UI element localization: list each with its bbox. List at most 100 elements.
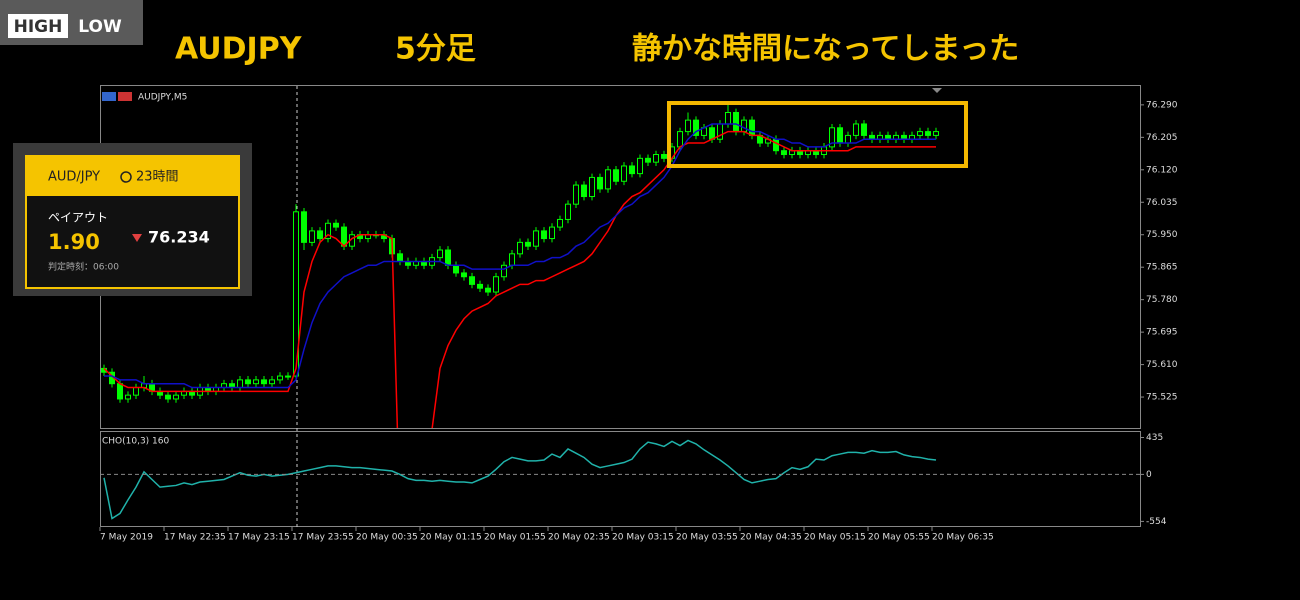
card-header (26, 156, 239, 196)
candle-body (741, 119, 747, 133)
candle-body (517, 241, 523, 255)
y-tick-label: 435 (1146, 433, 1163, 443)
y-tick-label: 75.610 (1146, 360, 1178, 370)
highlight-box (667, 101, 968, 168)
candle-body (317, 230, 323, 240)
candle-body (845, 134, 851, 144)
x-tick-label: 20 May 03:15 (612, 533, 674, 543)
candle-body (645, 157, 651, 163)
candle-body (341, 226, 347, 247)
card-pair: AUD/JPY (48, 170, 100, 185)
payout-label: ペイアウト (48, 211, 108, 225)
x-tick-label: 20 May 03:55 (676, 533, 738, 543)
candle-body (333, 222, 339, 228)
card-expiry: 判定時刻：06:00 (48, 261, 119, 273)
y-tick-label: 75.950 (1146, 230, 1178, 240)
y-tick-label: 75.695 (1146, 328, 1178, 338)
candle-body (285, 375, 291, 378)
candle-body (525, 241, 531, 247)
line (104, 123, 936, 389)
marker (932, 88, 942, 93)
logo-high: HIGH (14, 17, 63, 37)
candle-body (325, 222, 331, 240)
down-arrow (132, 234, 142, 242)
candle-body (301, 211, 307, 243)
x-tick-label: 17 May 22:35 (164, 533, 226, 543)
title: 静かな時間になってしまった (632, 32, 1019, 67)
candle-body (309, 230, 315, 243)
x-tick-label: 20 May 01:15 (420, 533, 482, 543)
candle-body (725, 112, 731, 125)
x-tick-label: 20 May 05:55 (868, 533, 930, 543)
y-tick-label: 76.290 (1146, 100, 1178, 110)
payout: 1.90 (48, 230, 100, 254)
candle-body (237, 379, 243, 389)
candle-body (437, 249, 443, 259)
candle-body (685, 119, 691, 133)
candle-body (277, 375, 283, 381)
y-tick-label: 76.205 (1146, 133, 1178, 143)
x-tick-label: 20 May 01:55 (484, 533, 546, 543)
x-tick-label: 20 May 04:35 (740, 533, 802, 543)
y-tick-label: 76.120 (1146, 165, 1178, 175)
candle-body (677, 131, 683, 148)
candle-body (653, 154, 659, 163)
candle-body (397, 253, 403, 262)
candle-body (853, 123, 859, 136)
y-tick-label: 75.525 (1146, 393, 1178, 403)
candle-body (733, 112, 739, 133)
candle-body (541, 230, 547, 240)
candle-body (749, 119, 755, 136)
y-tick-label: 76.035 (1146, 198, 1178, 208)
logo-box (8, 14, 68, 38)
candle-body (837, 127, 843, 144)
candle-body (773, 138, 779, 152)
line (103, 439, 937, 520)
candle-body (693, 119, 699, 136)
cho-panel (100, 431, 1141, 527)
candle-body (117, 383, 123, 400)
candle-body (605, 169, 611, 190)
candle-body (557, 218, 563, 228)
y-tick-label: 75.780 (1146, 295, 1178, 305)
y-tick-label: -554 (1146, 517, 1167, 527)
candle-body (549, 226, 555, 240)
candle-body (501, 264, 507, 278)
x-tick-label: 20 May 05:15 (804, 533, 866, 543)
candle-body (637, 157, 643, 175)
title: AUDJPY (175, 32, 303, 67)
candle-body (661, 154, 667, 159)
x-tick-label: 20 May 06:35 (932, 533, 994, 543)
x-tick-label: 17 May 23:15 (228, 533, 290, 543)
candle-body (293, 211, 299, 377)
flag (118, 92, 132, 101)
candle-body (613, 169, 619, 182)
candle-body (533, 230, 539, 247)
candle-body (917, 131, 923, 136)
candle-body (469, 276, 475, 285)
title: 5分足 (395, 32, 476, 67)
clock-icon (120, 171, 132, 183)
logo-low: LOW (78, 17, 122, 37)
candle-body (589, 176, 595, 198)
candle-body (509, 253, 515, 266)
candle-body (125, 394, 131, 400)
candle-body (445, 249, 451, 266)
candle-body (269, 379, 275, 385)
candle-body (261, 379, 267, 385)
y-tick-label: 75.865 (1146, 263, 1178, 273)
candle-body (253, 379, 259, 385)
candle-body (477, 283, 483, 289)
candle-body (829, 127, 835, 148)
candle-body (165, 394, 171, 400)
candle-body (581, 184, 587, 198)
candle-body (173, 394, 179, 400)
flag (102, 92, 116, 101)
candle-body (565, 203, 571, 220)
candle-body (621, 165, 627, 182)
x-tick-label: 7 May 2019 (100, 533, 153, 543)
candle-body (133, 387, 139, 396)
candle-body (453, 264, 459, 274)
